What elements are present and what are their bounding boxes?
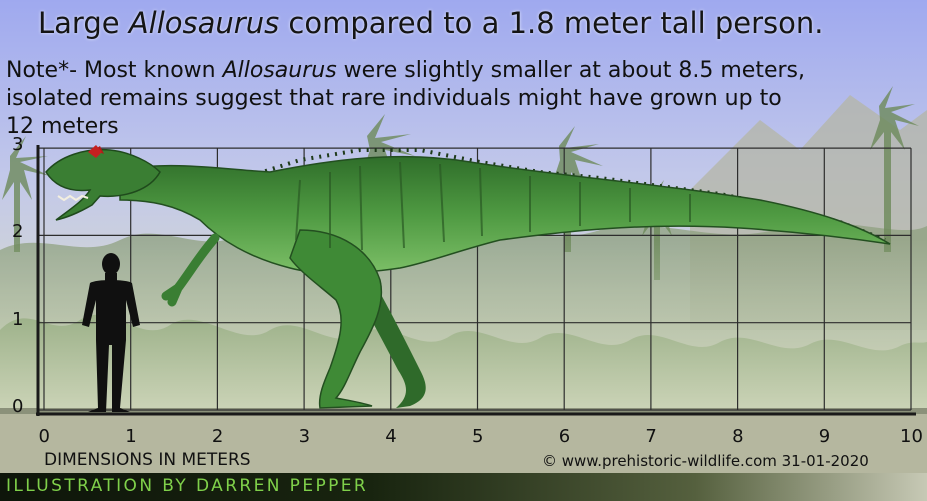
allosaurus-illustration xyxy=(45,145,891,409)
note-line-1: Note*- Most known Allosaurus were slight… xyxy=(6,58,805,83)
x-tick-label: 4 xyxy=(385,426,397,447)
y-tick-label: 0 xyxy=(12,396,24,417)
note-suffix: were slightly smaller at about 8.5 meter… xyxy=(336,58,805,83)
x-tick-label: 1 xyxy=(125,426,137,447)
x-tick-label: 3 xyxy=(298,426,311,447)
x-tick-label: 9 xyxy=(818,426,831,447)
title-suffix: compared to a 1.8 meter tall person. xyxy=(279,6,824,40)
credit-bar xyxy=(0,473,927,501)
note-line-2: isolated remains suggest that rare indiv… xyxy=(6,86,782,111)
page-title: Large Allosaurus compared to a 1.8 meter… xyxy=(38,6,823,40)
y-tick-label: 3 xyxy=(12,134,24,156)
x-tick-label: 0 xyxy=(38,426,50,447)
y-tick-label: 1 xyxy=(12,308,24,330)
person-silhouette xyxy=(82,253,140,412)
x-tick-label: 5 xyxy=(472,426,484,447)
note-genus: Allosaurus xyxy=(222,58,337,83)
fog-layer xyxy=(0,240,927,415)
x-tick-label: 7 xyxy=(645,426,657,447)
x-tick-label: 8 xyxy=(732,426,744,447)
illustration-credit: ILLUSTRATION BY DARREN PEPPER xyxy=(6,476,369,496)
note-line-3: 12 meters xyxy=(6,114,119,139)
x-tick-label: 6 xyxy=(558,426,571,447)
dimensions-label: DIMENSIONS IN METERS xyxy=(44,450,251,470)
x-tick-label: 10 xyxy=(900,426,923,447)
title-genus: Allosaurus xyxy=(128,6,280,40)
copyright-text: © www.prehistoric-wildlife.com 31-01-202… xyxy=(542,452,869,470)
x-tick-label: 2 xyxy=(211,426,224,447)
y-tick-label: 2 xyxy=(12,221,24,243)
note-prefix: Note*- Most known xyxy=(6,58,223,83)
title-prefix: Large xyxy=(38,6,129,40)
